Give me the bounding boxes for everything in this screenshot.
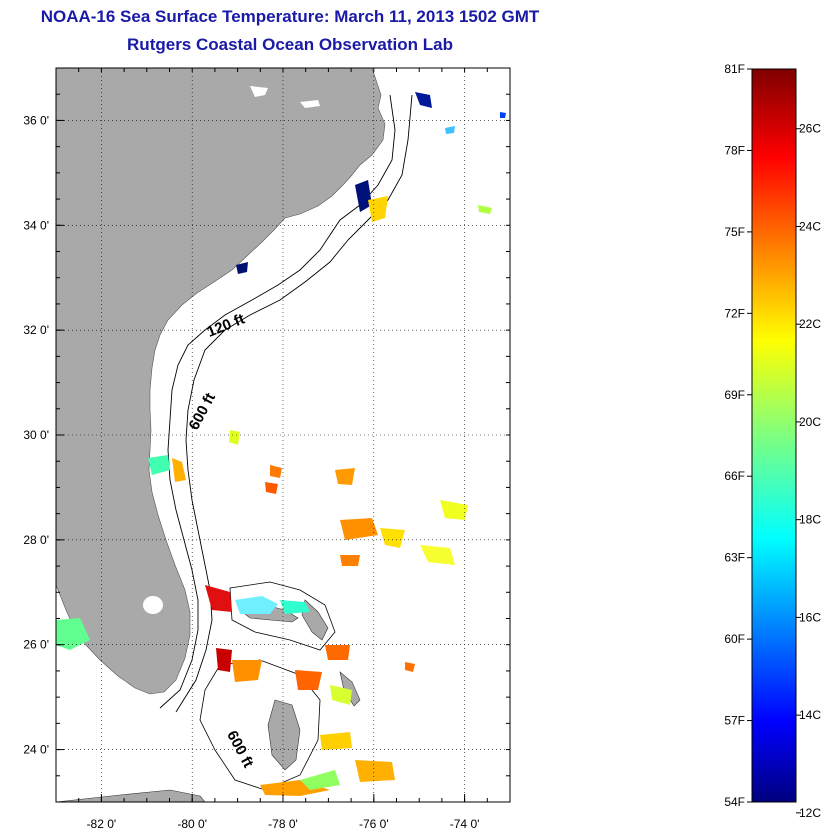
land-mainland xyxy=(56,68,386,695)
lat-tick-label: 26 0' xyxy=(23,638,49,652)
land-cuba xyxy=(56,789,206,802)
sst-patch xyxy=(265,482,278,494)
lat-tick-label: 30 0' xyxy=(23,428,49,442)
land-eleuthera xyxy=(339,671,361,707)
colorbar-f-label: 54F xyxy=(724,795,745,809)
sst-patch xyxy=(260,780,330,796)
lon-tick-label: -80 0' xyxy=(177,817,207,831)
lon-tick-label: -78 0' xyxy=(268,817,298,831)
sst-patch xyxy=(148,455,170,475)
sst-patch xyxy=(205,585,232,612)
lat-tick-label: 34 0' xyxy=(23,218,49,232)
sst-patch xyxy=(235,596,278,614)
colorbar-c-label: 24C xyxy=(799,219,821,233)
sst-patch xyxy=(355,760,395,782)
sst-patch xyxy=(355,180,372,212)
sst-patch xyxy=(405,662,415,672)
lon-tick-label: -82 0' xyxy=(87,817,117,831)
colorbar-f-label: 78F xyxy=(724,143,745,157)
lake-okeechobee xyxy=(143,596,163,614)
colorbar-ticks: 81F 78F 75F 72F 69F 66F 63F 60F 57F 54F 26C 24C 22C 2… xyxy=(724,62,821,820)
map-title: NOAA-16 Sea Surface Temperature: March 1… xyxy=(40,7,540,26)
sst-patch xyxy=(500,112,506,118)
sst-patch xyxy=(320,732,352,750)
colorbar-f-label: 66F xyxy=(724,469,745,483)
sound-inlet-2 xyxy=(300,100,320,108)
sst-patch xyxy=(172,458,186,482)
colorbar-f-label: 75F xyxy=(724,225,745,239)
map-content xyxy=(56,68,506,802)
colorbar-c-label: 12C xyxy=(799,806,821,820)
colorbar-f-label: 72F xyxy=(724,306,745,320)
colorbar-c-label: 20C xyxy=(799,415,821,429)
sst-patch xyxy=(335,468,355,485)
colorbar xyxy=(751,68,797,803)
colorbar-f-label: 60F xyxy=(724,632,745,646)
land-andros xyxy=(267,699,301,771)
sst-patch xyxy=(340,518,378,540)
lat-tick-label: 32 0' xyxy=(23,323,49,337)
sst-patch xyxy=(368,196,388,222)
colorbar-c-label: 26C xyxy=(799,122,821,136)
lon-tick-label: -76 0' xyxy=(359,817,389,831)
map-axis-ticks: -82 0' -80 0' -78 0' -76 0' -74 0' 24 0' 26 0'… xyxy=(23,67,511,831)
sst-patch xyxy=(445,126,455,134)
map-subtitle: Rutgers Coastal Ocean Observation Lab xyxy=(127,35,453,54)
sst-patches xyxy=(56,92,506,796)
colorbar-f-label: 63F xyxy=(724,551,745,565)
sst-patch xyxy=(440,500,468,520)
colorbar-c-label: 18C xyxy=(799,513,821,527)
sst-patch xyxy=(56,618,90,650)
lon-tick-label: -74 0' xyxy=(450,817,480,831)
sst-patch xyxy=(478,205,492,214)
sst-patch xyxy=(380,528,405,548)
sst-patch xyxy=(232,660,262,682)
sst-patch xyxy=(295,670,322,690)
colorbar-f-label: 81F xyxy=(724,62,745,76)
sst-patch xyxy=(280,600,310,614)
sst-patch xyxy=(300,770,340,790)
colorbar-c-label: 22C xyxy=(799,317,821,331)
lat-tick-label: 36 0' xyxy=(23,113,49,127)
sound-inlet xyxy=(250,86,268,97)
sst-patch xyxy=(236,262,248,274)
sst-patch xyxy=(340,555,360,566)
sst-patch xyxy=(415,92,432,108)
contour-120ft xyxy=(159,94,396,709)
colorbar-f-label: 57F xyxy=(724,714,745,728)
contour-bahamas xyxy=(229,581,336,651)
lat-tick-label: 28 0' xyxy=(23,533,49,547)
sst-patch xyxy=(330,685,352,705)
lat-tick-label: 24 0' xyxy=(23,743,49,757)
colorbar-c-label: 14C xyxy=(799,708,821,722)
colorbar-c-label: 16C xyxy=(799,610,821,624)
sst-patch xyxy=(229,430,240,445)
sst-patch xyxy=(325,645,350,660)
colorbar-f-label: 69F xyxy=(724,388,745,402)
sst-patch xyxy=(216,648,232,672)
sst-patch xyxy=(420,545,455,565)
sst-patch xyxy=(270,465,282,478)
